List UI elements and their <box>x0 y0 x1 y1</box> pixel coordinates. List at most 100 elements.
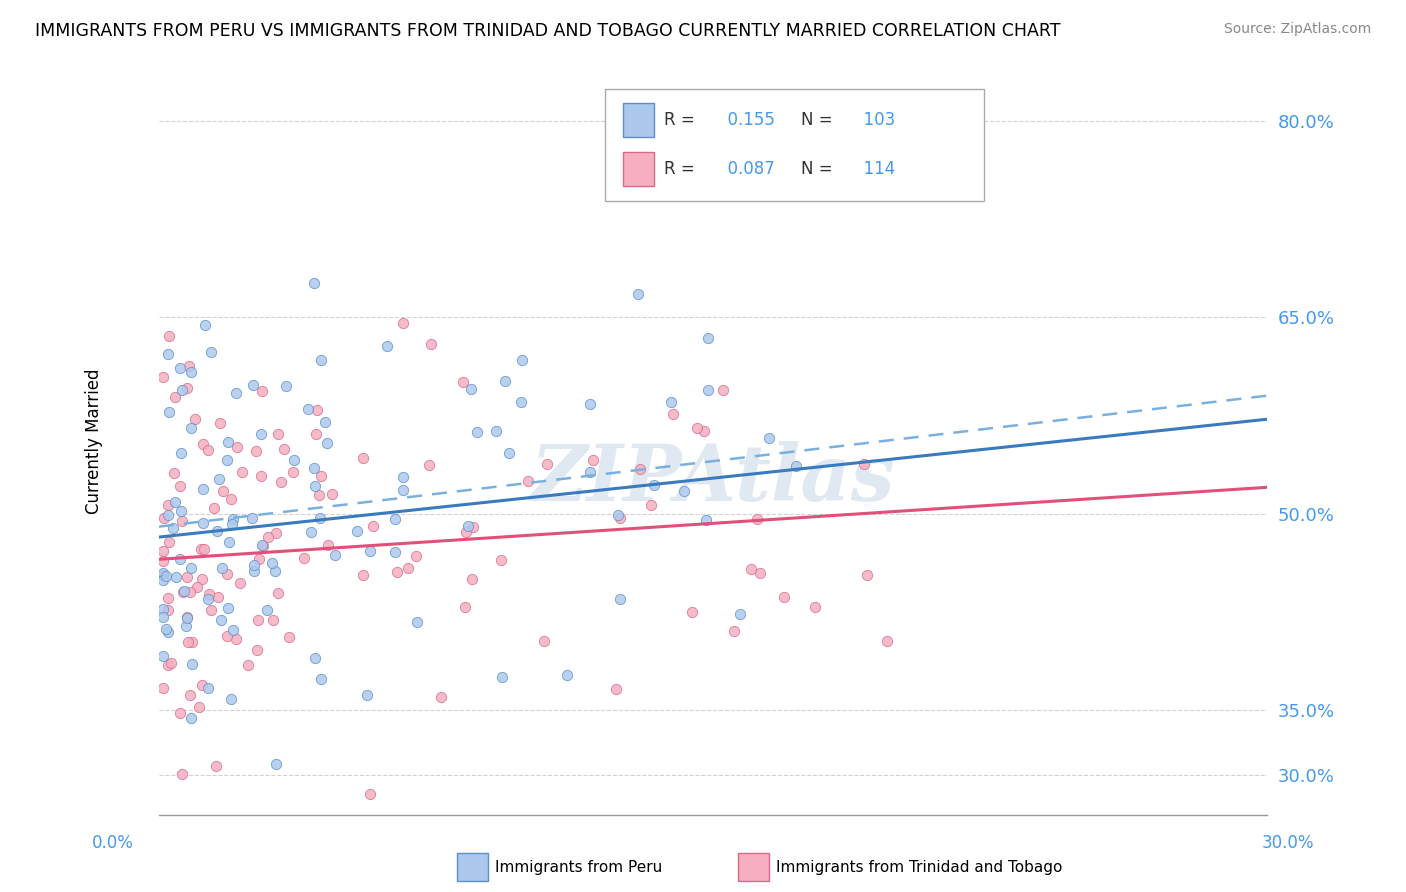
Point <box>162 467 184 481</box>
Point <box>292 551 315 566</box>
Point <box>152 574 174 588</box>
Point <box>256 603 278 617</box>
Point <box>179 688 201 702</box>
Text: Immigrants from Trinidad and Tobago: Immigrants from Trinidad and Tobago <box>776 860 1063 874</box>
Point <box>308 488 330 502</box>
Point <box>491 553 513 567</box>
Point <box>152 648 174 663</box>
Point <box>236 657 259 672</box>
Point <box>723 624 745 639</box>
Point <box>191 678 214 692</box>
Point <box>176 611 198 625</box>
Text: 0.087: 0.087 <box>717 160 775 178</box>
Point <box>181 634 204 648</box>
Point <box>169 360 191 375</box>
Point <box>681 606 703 620</box>
Point <box>451 376 474 390</box>
Point <box>713 383 735 397</box>
Point <box>243 565 266 579</box>
Point <box>179 585 201 599</box>
Point <box>321 487 343 501</box>
Text: 0.155: 0.155 <box>717 111 775 128</box>
Point <box>152 370 174 384</box>
Point <box>264 564 287 578</box>
Point <box>785 458 807 473</box>
Point <box>509 395 531 409</box>
Point <box>260 556 283 570</box>
Point <box>194 318 217 332</box>
Point <box>169 552 191 566</box>
Point <box>555 667 578 681</box>
Point <box>217 601 239 615</box>
Point <box>609 511 631 525</box>
Point <box>695 513 717 527</box>
Text: N =: N = <box>801 160 838 178</box>
Point <box>384 511 406 525</box>
Point <box>205 524 228 538</box>
Point <box>467 425 489 439</box>
Point <box>498 446 520 460</box>
Point <box>219 691 242 706</box>
Point <box>191 482 214 496</box>
Point <box>302 461 325 475</box>
Point <box>582 452 605 467</box>
Point <box>207 472 229 486</box>
Point <box>640 498 662 512</box>
Point <box>659 394 682 409</box>
Point <box>170 504 193 518</box>
Point <box>163 495 186 509</box>
Point <box>758 431 780 445</box>
Point <box>315 436 337 450</box>
Point <box>299 525 322 540</box>
Point <box>155 622 177 636</box>
Point <box>174 619 197 633</box>
Point <box>207 591 229 605</box>
Point <box>197 591 219 606</box>
Point <box>212 483 235 498</box>
Point <box>311 353 333 368</box>
Point <box>454 600 477 615</box>
Point <box>302 277 325 291</box>
Text: R =: R = <box>664 160 700 178</box>
Point <box>217 453 239 467</box>
Point <box>180 711 202 725</box>
Text: Source: ZipAtlas.com: Source: ZipAtlas.com <box>1223 22 1371 37</box>
Point <box>384 544 406 558</box>
Point <box>305 426 328 441</box>
Text: Immigrants from Peru: Immigrants from Peru <box>495 860 662 874</box>
Text: 30.0%: 30.0% <box>1263 834 1315 852</box>
Point <box>430 690 453 704</box>
Point <box>157 535 180 549</box>
Point <box>628 462 651 476</box>
Point <box>405 549 427 563</box>
Point <box>242 558 264 573</box>
Point <box>392 316 415 330</box>
Point <box>181 657 204 671</box>
Point <box>209 613 232 627</box>
Point <box>749 566 772 580</box>
Point <box>579 465 602 479</box>
Point <box>406 615 429 629</box>
Point <box>662 408 685 422</box>
Point <box>609 592 631 607</box>
Point <box>353 568 375 582</box>
Point <box>205 759 228 773</box>
Point <box>198 587 221 601</box>
Point <box>277 630 299 644</box>
Point <box>262 613 284 627</box>
Point <box>578 397 600 411</box>
Text: 103: 103 <box>853 111 896 128</box>
Point <box>157 498 180 512</box>
Point <box>852 457 875 471</box>
Y-axis label: Currently Married: Currently Married <box>86 368 103 515</box>
Point <box>229 575 252 590</box>
Point <box>222 623 245 637</box>
Point <box>673 484 696 499</box>
Point <box>267 586 290 600</box>
Point <box>697 383 720 397</box>
Point <box>225 385 247 400</box>
Point <box>247 613 270 627</box>
Point <box>183 412 205 426</box>
Point <box>304 651 326 665</box>
Point <box>186 580 208 594</box>
